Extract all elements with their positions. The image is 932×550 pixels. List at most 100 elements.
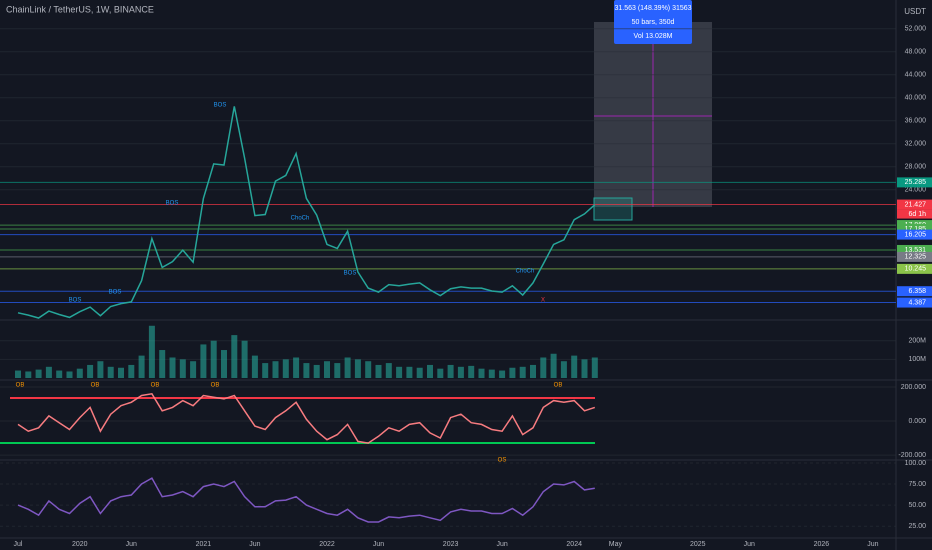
level-label: 13.531	[905, 247, 927, 254]
volume-bar	[179, 359, 186, 378]
volume-bar	[437, 368, 444, 378]
x-tick-label: 2025	[690, 541, 706, 548]
volume-bar	[128, 364, 135, 378]
y-tick-label: 40.000	[905, 95, 927, 102]
volume-bar	[519, 366, 526, 378]
level-label-box	[897, 297, 932, 308]
y-tick-label: 50.00	[908, 502, 926, 509]
x-tick-label: 2022	[319, 541, 335, 548]
volume-bar	[241, 340, 248, 378]
annotation: OB	[91, 383, 100, 389]
level-label: 6.358	[908, 288, 926, 295]
annotation: OB	[151, 383, 160, 389]
x-tick-label: 2023	[443, 541, 459, 548]
volume-bar	[416, 367, 423, 378]
volume-bar	[396, 366, 403, 378]
chart-title: ChainLink / TetherUS, 1W, BINANCE	[6, 4, 154, 14]
volume-bar	[251, 355, 258, 378]
series-line	[17, 477, 595, 523]
level-label-box	[897, 177, 932, 188]
x-tick-label: May	[609, 541, 623, 548]
x-tick-label: 2021	[196, 541, 212, 548]
series-line	[17, 392, 596, 444]
volume-bar	[76, 368, 83, 378]
volume-bar	[190, 361, 197, 378]
countdown-box	[897, 209, 932, 219]
x-tick-label: Jun	[249, 541, 260, 548]
y-tick-label: 75.00	[908, 481, 926, 488]
level-label-box	[897, 251, 932, 262]
volume-bar	[365, 361, 372, 378]
annotation: BOS	[214, 103, 227, 109]
y-tick-label: 0.000	[908, 418, 926, 425]
volume-bar	[457, 366, 464, 378]
measure-text: 31.563 (148.39%) 31563	[614, 5, 691, 12]
volume-bar	[148, 325, 155, 378]
volume-bar	[107, 366, 114, 378]
annotation: X	[541, 298, 545, 304]
level-label: 21.427	[905, 201, 927, 208]
volume-bar	[159, 350, 166, 378]
x-tick-label: 2024	[566, 541, 582, 548]
volume-bar	[571, 355, 578, 378]
x-tick-label: Jun	[373, 541, 384, 548]
y-tick-label: 52.000	[905, 26, 927, 33]
volume-bar	[97, 361, 104, 378]
volume-bar	[66, 371, 73, 378]
volume-bar	[550, 353, 557, 378]
volume-bar	[591, 357, 598, 378]
volume-bar	[478, 368, 485, 378]
level-label: 16.205	[905, 231, 927, 238]
volume-bar	[221, 350, 227, 378]
volume-bar	[334, 363, 341, 378]
annotation: OS	[498, 458, 507, 464]
y-tick-label: 25.00	[908, 523, 926, 530]
volume-bar	[468, 365, 475, 378]
y-tick-label: 200M	[908, 338, 926, 345]
currency: USDT	[904, 7, 926, 16]
level-label: 17.185	[905, 226, 927, 233]
volume-bar	[324, 361, 330, 378]
level-label-box	[897, 229, 932, 240]
annotation: BOS	[166, 201, 179, 207]
level-label: 4.387	[908, 299, 926, 306]
annotation: BOS	[344, 271, 357, 277]
x-tick-label: Jul	[14, 541, 23, 548]
volume-bar	[118, 367, 124, 378]
x-tick-label: Jun	[744, 541, 755, 548]
x-tick-label: Jun	[867, 541, 878, 548]
annotation: OB	[211, 383, 220, 389]
volume-bar	[427, 364, 433, 378]
volume-bar	[138, 355, 145, 378]
volume-bar	[488, 369, 495, 378]
volume-bar	[15, 370, 21, 378]
volume-bar	[447, 364, 454, 378]
countdown: 6d 1h	[908, 211, 926, 218]
y-tick-label: 200.000	[901, 384, 926, 391]
y-tick-label: 28.000	[905, 164, 927, 171]
y-tick-label: 36.000	[905, 118, 927, 125]
level-label: 12.325	[905, 254, 927, 261]
volume-bar	[354, 359, 361, 378]
measure-tooltip	[614, 0, 692, 44]
annotation: OB	[554, 383, 563, 389]
volume-bar	[509, 367, 516, 378]
measure-text: Vol 13.028M	[634, 33, 673, 40]
volume-bar	[169, 357, 176, 378]
volume-bar	[540, 357, 547, 378]
volume-bar	[293, 357, 300, 378]
y-tick-label: 44.000	[905, 72, 927, 79]
x-tick-label: Jun	[126, 541, 137, 548]
volume-bar	[35, 369, 42, 378]
y-tick-label: 100.00	[905, 460, 927, 467]
level-label-box	[897, 199, 932, 210]
volume-bar	[303, 363, 310, 378]
highlight-box	[593, 197, 633, 221]
level-label: 25.285	[905, 179, 927, 186]
annotation: OB	[16, 383, 25, 389]
volume-bar	[560, 361, 567, 378]
